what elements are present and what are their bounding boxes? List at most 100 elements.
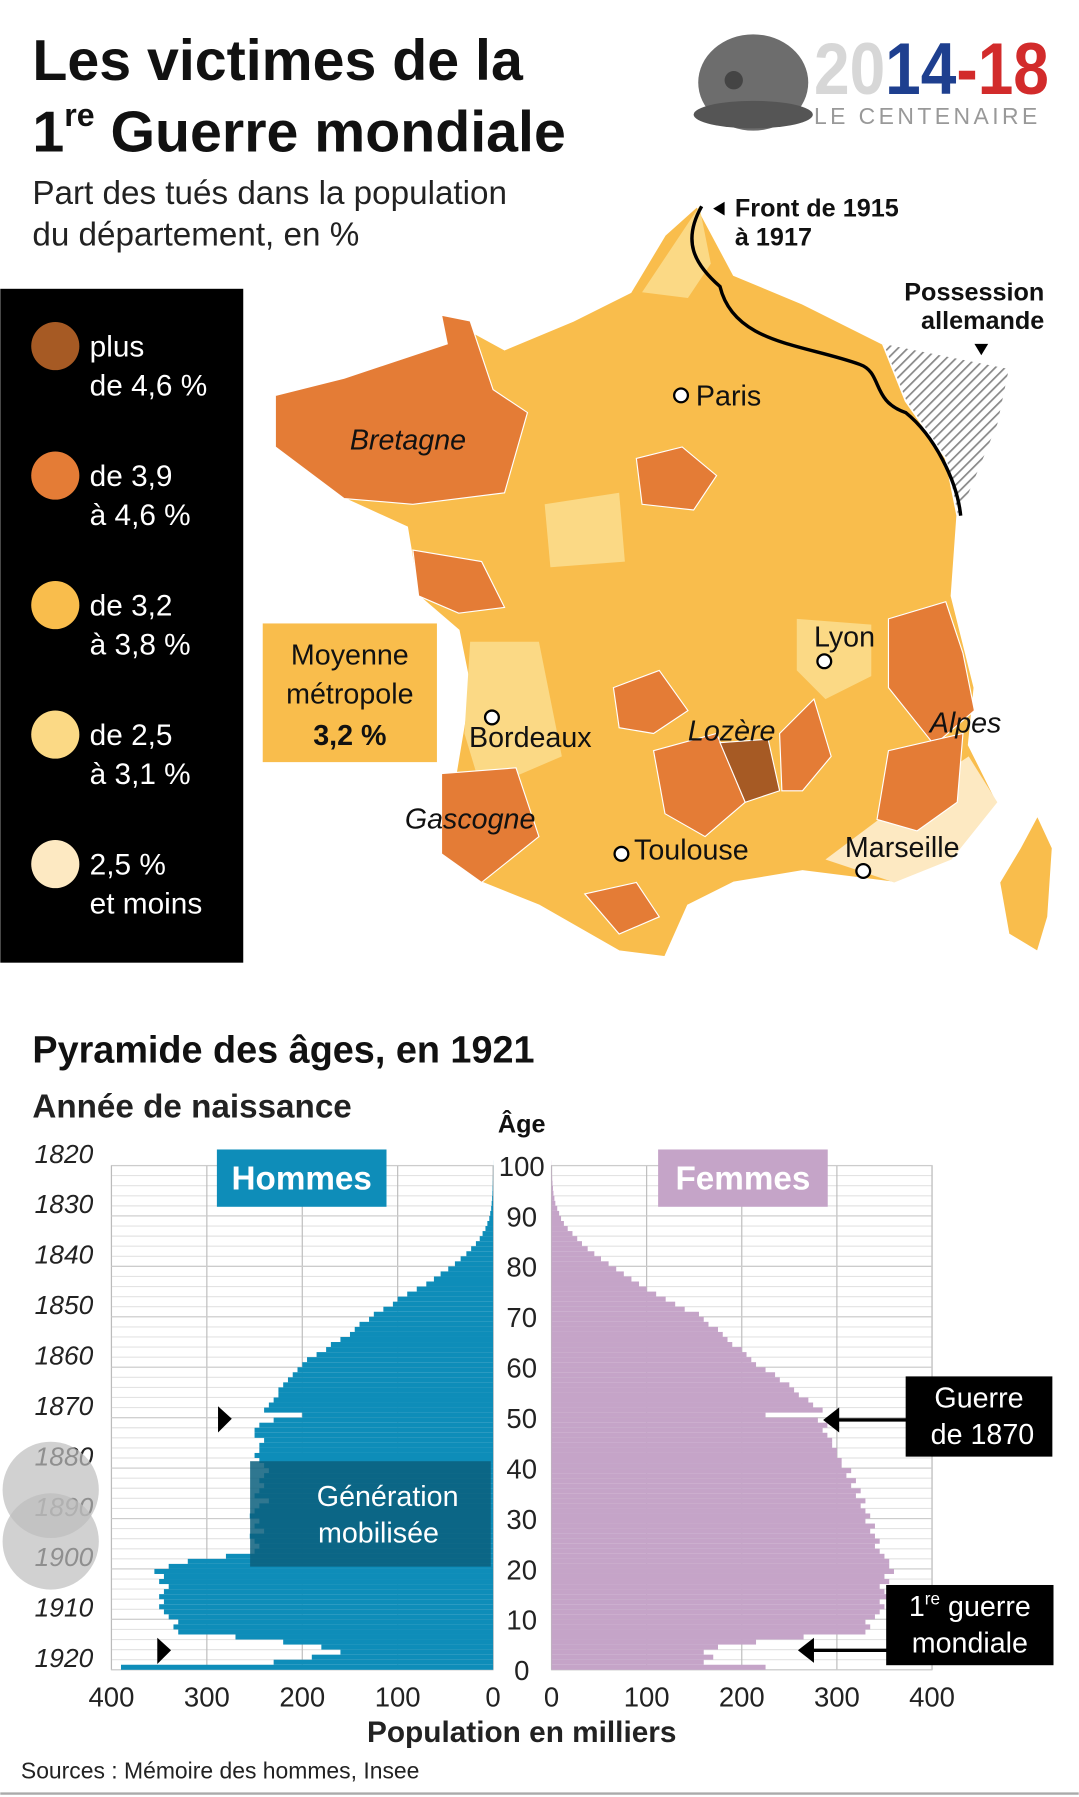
zone-lyon: [796, 618, 872, 700]
bar: [551, 1190, 554, 1196]
bar: [551, 1508, 866, 1514]
average-label: Moyenne: [291, 640, 409, 672]
bar: [551, 1180, 553, 1186]
title-sup: re: [64, 97, 94, 133]
bar: [273, 1659, 494, 1665]
bar: [492, 1190, 494, 1196]
bar: [551, 1266, 617, 1272]
bar: [551, 1251, 595, 1257]
y-tick-label: 80: [506, 1252, 537, 1283]
legend-label: de 4,6 %: [90, 369, 208, 402]
x-tick-label: 300: [814, 1681, 860, 1712]
bar: [551, 1246, 588, 1252]
bar: [551, 1316, 704, 1322]
bar: [273, 1397, 494, 1403]
floating-button[interactable]: [2, 1493, 99, 1590]
bar: [460, 1256, 494, 1262]
bar: [551, 1321, 709, 1327]
y-tick-label: 40: [506, 1453, 537, 1484]
bar: [491, 1205, 494, 1211]
x-tick-label: 200: [719, 1681, 765, 1712]
zone-ariege: [583, 881, 661, 935]
bar: [264, 1407, 494, 1413]
bar: [551, 1336, 728, 1343]
map: Paris Lyon Bordeaux Toulouse Marseille B…: [262, 195, 1053, 958]
legend-swatch: [31, 451, 80, 500]
bar: [551, 1367, 766, 1373]
bar: [359, 1321, 494, 1327]
bar: [551, 1553, 885, 1559]
bar: [349, 1331, 494, 1337]
bar: [159, 1579, 494, 1585]
title-rest: Guerre mondiale: [95, 100, 566, 164]
bar: [254, 1427, 494, 1433]
bar: [163, 1599, 494, 1605]
bar: [354, 1326, 494, 1332]
region-label: Lozère: [688, 715, 776, 747]
logo-caption: LE CENTENAIRE: [814, 103, 1041, 129]
bar: [168, 1584, 494, 1590]
front-arrow: [713, 201, 725, 216]
average-label: métropole: [286, 679, 413, 711]
y2-tick-label: 1840: [35, 1240, 94, 1270]
legend-label: de 3,9: [90, 460, 173, 493]
zone-ardeche: [779, 698, 832, 792]
war1870-label: Guerre: [934, 1382, 1023, 1414]
arrow-ww1: [797, 1637, 814, 1663]
bar: [551, 1452, 837, 1458]
bar: [551, 1543, 875, 1549]
x-tick-label: 200: [279, 1681, 325, 1712]
bar: [551, 1533, 875, 1539]
y-tick-label: 50: [506, 1403, 537, 1434]
y-tick-label: 70: [506, 1302, 537, 1333]
bar: [163, 1609, 494, 1615]
y-tick-label: 100: [499, 1151, 545, 1182]
ww1-label: 1re guerre: [909, 1588, 1031, 1622]
bar: [551, 1407, 823, 1413]
mobilised-label: Génération: [317, 1481, 459, 1513]
bar: [551, 1387, 795, 1393]
y2-tick-label: 1920: [35, 1643, 94, 1673]
city-label: Bordeaux: [469, 722, 592, 754]
mobilised-box: [250, 1461, 491, 1567]
bar: [551, 1473, 847, 1479]
bar: [551, 1599, 880, 1605]
mobilised-label: mobilisée: [318, 1518, 439, 1550]
y2-tick-label: 1870: [35, 1391, 94, 1421]
bar: [490, 1210, 494, 1216]
bar: [551, 1271, 624, 1277]
bar: [551, 1352, 747, 1358]
bar: [120, 1664, 494, 1670]
city-dot: [673, 387, 690, 404]
subtitle-line1: Part des tués dans la population: [32, 175, 507, 212]
bar: [551, 1584, 880, 1590]
bar: [369, 1316, 494, 1322]
bar: [551, 1220, 564, 1227]
bar: [551, 1372, 776, 1378]
bar: [551, 1498, 866, 1504]
x-tick-label: 100: [375, 1681, 421, 1712]
bar: [551, 1518, 866, 1524]
bar: [259, 1422, 494, 1428]
bar: [551, 1422, 828, 1428]
zone-bretagne: [274, 314, 529, 505]
bar: [491, 1200, 494, 1206]
bar: [551, 1579, 890, 1585]
bar: [466, 1251, 494, 1257]
bar: [297, 1367, 494, 1373]
bar: [254, 1432, 494, 1438]
bar: [551, 1236, 578, 1242]
bar: [278, 1392, 494, 1398]
bar: [326, 1347, 494, 1353]
helmet-brim: [693, 100, 813, 129]
bar: [551, 1286, 647, 1292]
legend-label: de 3,2: [90, 589, 173, 622]
bar: [178, 1629, 494, 1635]
bar: [340, 1649, 494, 1655]
title-number: 1: [32, 100, 64, 164]
zone-vendee: [412, 549, 506, 614]
legend-box: [216, 1149, 387, 1207]
y-tick-label: 10: [506, 1605, 537, 1636]
bar: [551, 1301, 676, 1307]
